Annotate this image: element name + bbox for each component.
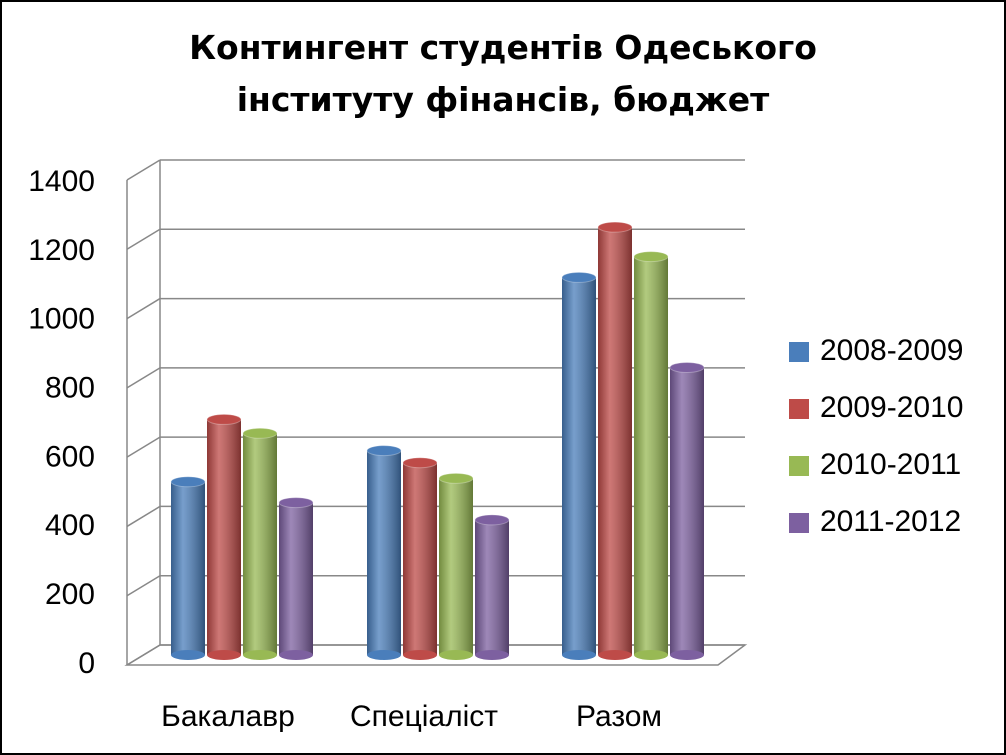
x-tick-label: Разом [576, 700, 662, 733]
legend-label: 2010-2011 [820, 448, 961, 481]
grid-line-side [126, 228, 161, 250]
bar-shade [475, 519, 509, 655]
y-tick-label: 1400 [28, 165, 95, 198]
bar-base [171, 650, 205, 660]
bar-base [243, 650, 277, 660]
bar-shade [670, 367, 704, 655]
legend-label: 2009-2010 [820, 391, 963, 424]
grid-line-side [126, 159, 161, 181]
y-tick-label: 0 [78, 647, 95, 680]
grid-line-side [126, 575, 161, 597]
bar-base [598, 650, 632, 660]
bar-base [279, 650, 313, 660]
y-tick-label: 200 [45, 578, 95, 611]
bar-shade [207, 419, 241, 655]
bar-top [402, 457, 438, 469]
bar-top [366, 445, 402, 457]
bar-shade [243, 433, 277, 655]
y-tick-label: 600 [45, 440, 95, 473]
bar-base [207, 650, 241, 660]
bar-base [670, 650, 704, 660]
bar-top [633, 251, 669, 263]
bar-top [206, 413, 242, 425]
bar-top [669, 361, 705, 373]
bar-shade [403, 462, 437, 655]
chart-title: Контингент студентів Одеського інституту… [189, 28, 817, 119]
bar-top [278, 497, 314, 509]
bar-shade [367, 450, 401, 655]
y-tick-label: 800 [45, 371, 95, 404]
bar-shade [279, 502, 313, 655]
bar-shade [439, 478, 473, 655]
bar-shade [171, 481, 205, 655]
y-tick-label: 1000 [28, 303, 95, 336]
bar-shade [634, 256, 668, 655]
bar-base [562, 650, 596, 660]
grid-line-side [126, 505, 161, 528]
bar-top [170, 476, 206, 488]
bar-base [634, 650, 668, 660]
bar-base [367, 650, 401, 660]
legend-label: 2008-2009 [820, 334, 963, 367]
bar-top [242, 427, 278, 439]
legend-swatch [789, 456, 809, 476]
bar-top [474, 514, 510, 526]
legend-swatch [789, 342, 809, 362]
y-tick-label: 1200 [28, 234, 95, 267]
grid-line-side [126, 644, 161, 666]
grid-line-side [126, 297, 161, 320]
grid-line-side [126, 367, 161, 389]
bar-shade [562, 277, 596, 655]
x-tick-label: Спеціаліст [350, 700, 498, 733]
legend-label: 2011-2012 [820, 505, 961, 538]
grid-line-side [126, 436, 161, 458]
legend-swatch [789, 513, 809, 533]
bar-shade [598, 227, 632, 656]
y-tick-label: 400 [45, 509, 95, 542]
bar-top [561, 271, 597, 283]
bar-base [475, 650, 509, 660]
bar-base [403, 650, 437, 660]
bar-base [439, 650, 473, 660]
legend-swatch [789, 399, 809, 419]
bar-top [597, 221, 633, 233]
x-tick-label: Бакалавр [161, 700, 295, 733]
bar-top [438, 472, 474, 484]
